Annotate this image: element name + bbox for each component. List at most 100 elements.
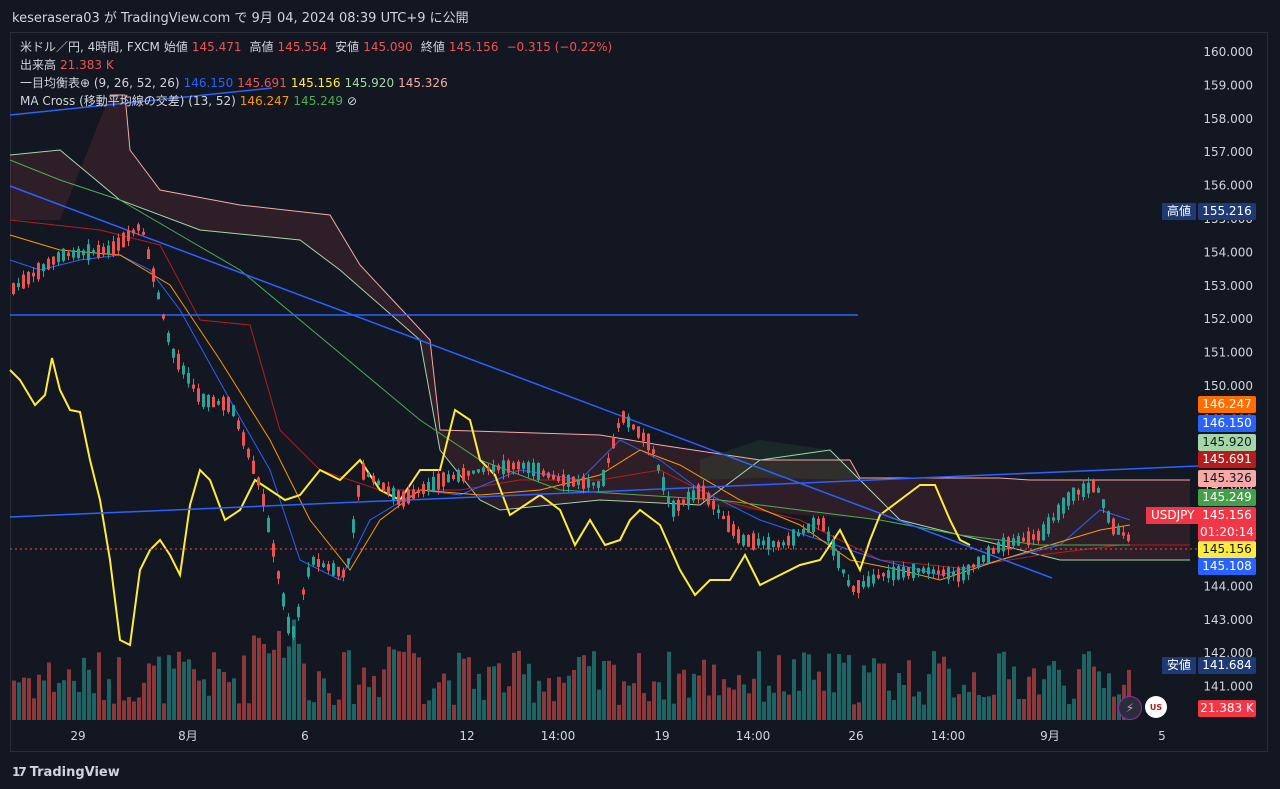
trendline-falling <box>9 185 1053 579</box>
volume-bar <box>1067 704 1071 720</box>
ichimoku-cloud <box>10 95 1190 560</box>
candle-body <box>187 373 190 384</box>
candle-body <box>337 566 340 577</box>
candle-body <box>332 563 335 576</box>
candle-body <box>792 529 795 546</box>
volume-bar <box>277 630 281 720</box>
volume-bar <box>1052 661 1056 720</box>
volume-bar <box>1057 669 1061 720</box>
candle-body <box>627 416 630 428</box>
bolt-icon[interactable]: ⚡ <box>1118 696 1142 720</box>
volume-bar <box>657 682 661 720</box>
volume-bar <box>767 685 771 720</box>
time-axis-tick: 14:00 <box>541 729 576 743</box>
volume-bar <box>552 701 556 720</box>
volume-bar <box>577 657 581 720</box>
candle-body <box>652 449 655 454</box>
volume-bar <box>802 652 806 720</box>
candle-body <box>302 589 305 595</box>
volume-bar <box>332 704 336 720</box>
us-flag-icon[interactable]: US <box>1145 696 1167 718</box>
volume-bar <box>142 682 146 720</box>
volume-bar <box>352 703 356 720</box>
tradingview-logo[interactable]: 17 TradingView <box>12 765 120 780</box>
candle-body <box>452 474 455 480</box>
price-axis-tick: 151.000 <box>1203 346 1253 360</box>
hidden-eye-icon[interactable]: ⊘ <box>347 94 358 108</box>
candle-body <box>482 467 485 473</box>
volume-bar <box>632 683 636 720</box>
volume-bar <box>182 661 186 720</box>
price-axis[interactable]: 160.000159.000158.000157.000156.000155.0… <box>1203 45 1253 694</box>
candle-body <box>1122 532 1125 536</box>
volume-line[interactable]: 出来高 21.383 K <box>20 56 616 74</box>
time-axis[interactable]: 29 8月 6 12 14:00 19 14:00 26 14:00 9月 5 <box>70 729 1165 743</box>
candle-body <box>902 566 905 578</box>
volume-bar <box>72 680 76 720</box>
price-axis-tick: 159.000 <box>1203 78 1253 92</box>
volume-bar <box>427 700 431 720</box>
volume-bar <box>572 669 576 720</box>
candle-body <box>597 481 600 488</box>
candle-body <box>827 531 830 542</box>
volume-bar <box>192 669 196 720</box>
candle-body <box>812 517 815 533</box>
candle-body <box>467 470 470 476</box>
price-axis-tick: 160.000 <box>1203 45 1253 59</box>
macross-line[interactable]: MA Cross (移動平均線の交差) (13, 52) 146.247 145.2… <box>20 92 616 110</box>
publish-line: keserasera03 が TradingView.com で 9月 04, … <box>12 10 469 26</box>
volume-bar <box>627 685 631 720</box>
candle-body <box>567 474 570 487</box>
low-value: 145.090 <box>363 40 413 54</box>
volume-bar <box>1077 669 1081 720</box>
candle-body <box>1037 530 1040 541</box>
candle-body <box>692 490 695 501</box>
low-label: 安値 <box>335 40 360 54</box>
volume-bar <box>207 695 211 720</box>
candle-body <box>677 499 680 511</box>
volume-bar <box>702 659 706 720</box>
volume-bar <box>82 657 86 720</box>
volume-bar <box>387 646 391 720</box>
volume-bar <box>537 680 541 720</box>
volume-bar <box>757 651 761 720</box>
candle-body <box>242 432 245 446</box>
candle-body <box>552 474 555 480</box>
volume-bar <box>807 654 811 720</box>
candle-body <box>572 476 575 487</box>
candle-body <box>462 467 465 482</box>
candle-body <box>382 482 385 491</box>
candle-body <box>352 519 355 533</box>
candle-body <box>267 517 270 533</box>
candle-body <box>347 558 350 564</box>
high-value: 145.554 <box>277 40 328 54</box>
candle-body <box>847 580 850 586</box>
candle-body <box>922 567 925 573</box>
candle-body <box>62 248 65 261</box>
volume-bar <box>912 696 916 720</box>
time-axis-tick: 12 <box>459 729 474 743</box>
candle-body <box>852 585 855 593</box>
price-axis-tick: 158.000 <box>1203 112 1253 126</box>
price-axis-tick: 141.000 <box>1203 680 1253 694</box>
chart-pane[interactable] <box>10 32 1268 752</box>
candle-body <box>507 460 510 473</box>
candle-body <box>602 470 605 486</box>
candle-body <box>82 250 85 256</box>
volume-bar <box>942 656 946 720</box>
candle-body <box>202 393 205 407</box>
candle-body <box>1007 537 1010 550</box>
volume-bar <box>877 663 881 720</box>
symbol-line[interactable]: 米ドル／円, 4時間, FXCM 始値 145.471 高値 145.554 安値 145.… <box>20 38 616 56</box>
volume-bar <box>812 679 816 720</box>
candle-body <box>762 540 765 546</box>
candle-body <box>737 529 740 544</box>
volume-bar <box>342 652 346 720</box>
volume-bar <box>292 619 296 720</box>
ichimoku-line[interactable]: 一目均衡表⊕ (9, 26, 52, 26) 146.150 145.691 145.… <box>20 74 616 92</box>
candle-body <box>92 250 95 254</box>
volume-bar <box>17 682 21 720</box>
volume-bar <box>977 695 981 720</box>
volume-bar <box>412 653 416 720</box>
